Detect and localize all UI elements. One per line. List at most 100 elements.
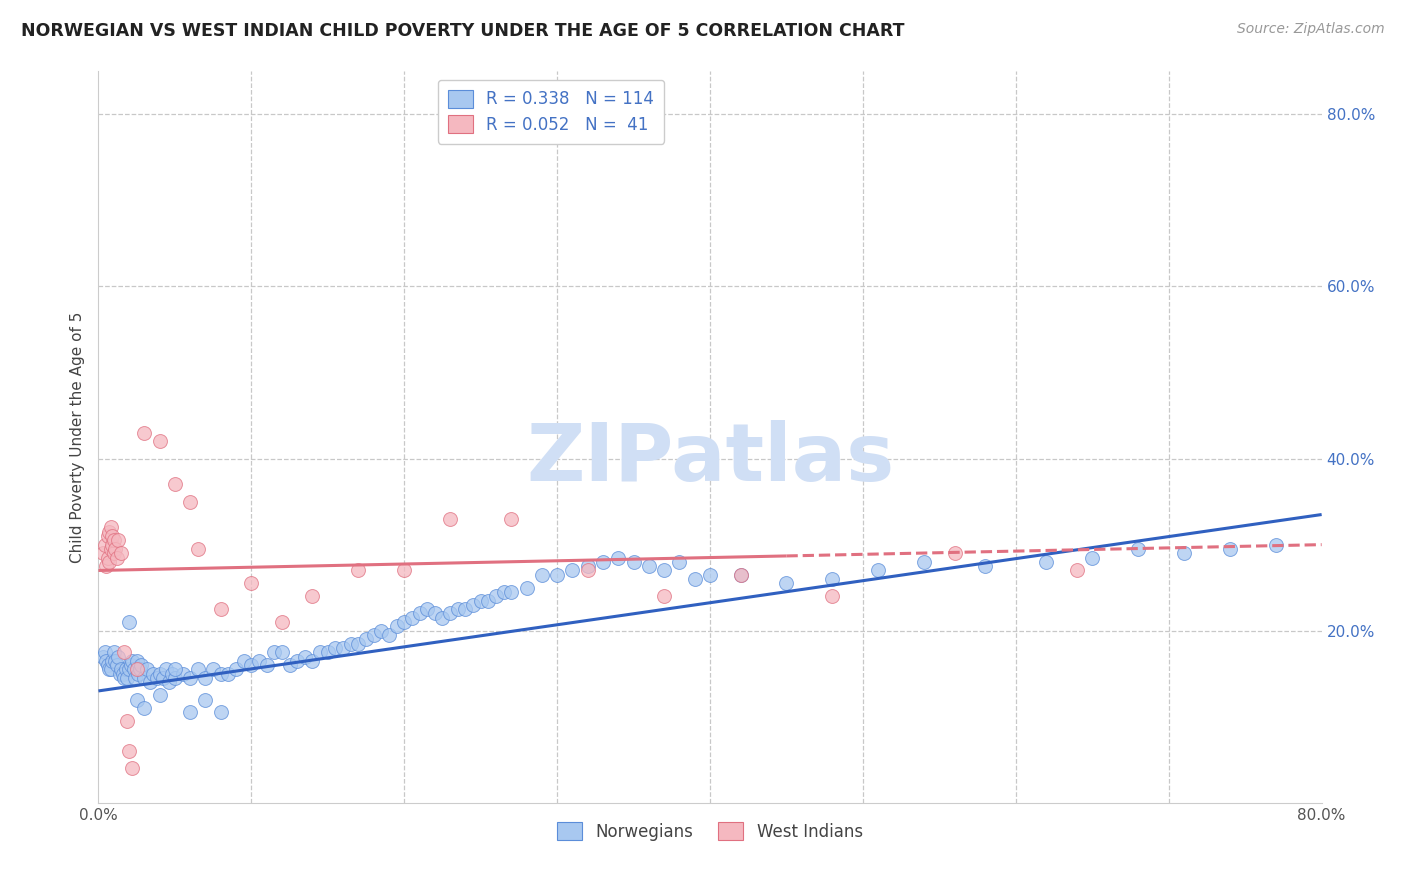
Point bbox=[194, 671, 217, 685]
Text: ZIPatlas: ZIPatlas bbox=[526, 420, 894, 498]
Point bbox=[187, 662, 209, 676]
Point bbox=[270, 615, 292, 629]
Point bbox=[683, 572, 706, 586]
Point bbox=[128, 662, 150, 676]
Point bbox=[730, 567, 752, 582]
Point bbox=[943, 546, 966, 560]
Point bbox=[209, 602, 232, 616]
Point bbox=[217, 666, 239, 681]
Point bbox=[516, 581, 538, 595]
Point bbox=[100, 520, 122, 534]
Point bbox=[101, 529, 124, 543]
Point bbox=[256, 658, 278, 673]
Point bbox=[152, 671, 174, 685]
Point bbox=[821, 589, 844, 603]
Point bbox=[112, 671, 135, 685]
Point bbox=[149, 688, 172, 702]
Point bbox=[637, 559, 661, 574]
Point bbox=[101, 654, 124, 668]
Point bbox=[477, 593, 499, 607]
Point bbox=[1219, 541, 1241, 556]
Point bbox=[111, 666, 134, 681]
Point bbox=[439, 607, 461, 621]
Point bbox=[120, 658, 142, 673]
Point bbox=[125, 692, 148, 706]
Point bbox=[270, 645, 292, 659]
Point bbox=[652, 564, 675, 578]
Point bbox=[127, 666, 149, 681]
Point bbox=[136, 662, 159, 676]
Point bbox=[125, 662, 148, 676]
Point bbox=[100, 541, 122, 556]
Point bbox=[209, 706, 232, 720]
Point bbox=[149, 434, 172, 449]
Point bbox=[93, 645, 115, 659]
Point bbox=[501, 512, 523, 526]
Y-axis label: Child Poverty Under the Age of 5: Child Poverty Under the Age of 5 bbox=[69, 311, 84, 563]
Point bbox=[103, 533, 125, 548]
Point bbox=[1173, 546, 1195, 560]
Point bbox=[107, 649, 129, 664]
Point bbox=[142, 666, 165, 681]
Point bbox=[1081, 550, 1104, 565]
Point bbox=[439, 512, 461, 526]
Point bbox=[408, 607, 430, 621]
Point bbox=[145, 671, 167, 685]
Point bbox=[163, 477, 186, 491]
Point bbox=[240, 576, 263, 591]
Point bbox=[668, 555, 690, 569]
Point bbox=[247, 654, 270, 668]
Point bbox=[97, 658, 120, 673]
Point bbox=[118, 744, 141, 758]
Point bbox=[370, 624, 392, 638]
Point bbox=[103, 645, 125, 659]
Point bbox=[107, 533, 129, 548]
Point bbox=[354, 632, 377, 647]
Point bbox=[775, 576, 797, 591]
Point bbox=[163, 671, 186, 685]
Point bbox=[149, 666, 172, 681]
Point bbox=[94, 559, 117, 574]
Point bbox=[316, 645, 339, 659]
Point bbox=[187, 541, 209, 556]
Point bbox=[98, 524, 121, 539]
Point bbox=[124, 671, 146, 685]
Point bbox=[623, 555, 645, 569]
Point bbox=[121, 761, 143, 775]
Point bbox=[592, 555, 614, 569]
Text: Source: ZipAtlas.com: Source: ZipAtlas.com bbox=[1237, 22, 1385, 37]
Point bbox=[232, 654, 254, 668]
Point bbox=[179, 671, 201, 685]
Point bbox=[160, 666, 183, 681]
Point bbox=[117, 671, 139, 685]
Point bbox=[576, 564, 599, 578]
Point bbox=[194, 692, 217, 706]
Point bbox=[378, 628, 401, 642]
Point bbox=[163, 662, 186, 676]
Point bbox=[868, 564, 890, 578]
Point bbox=[179, 706, 201, 720]
Point bbox=[108, 666, 131, 681]
Point bbox=[91, 546, 114, 560]
Point bbox=[1264, 538, 1286, 552]
Point bbox=[347, 637, 370, 651]
Point bbox=[652, 589, 675, 603]
Point bbox=[821, 572, 844, 586]
Point bbox=[129, 658, 152, 673]
Point bbox=[134, 425, 156, 440]
Point bbox=[423, 607, 446, 621]
Point bbox=[309, 645, 332, 659]
Point bbox=[104, 541, 127, 556]
Point bbox=[401, 611, 423, 625]
Point bbox=[202, 662, 225, 676]
Point bbox=[339, 637, 361, 651]
Point bbox=[115, 662, 138, 676]
Point bbox=[122, 662, 145, 676]
Point bbox=[1128, 541, 1150, 556]
Point bbox=[301, 589, 323, 603]
Point bbox=[347, 564, 370, 578]
Point bbox=[699, 567, 721, 582]
Point bbox=[546, 567, 568, 582]
Legend: Norwegians, West Indians: Norwegians, West Indians bbox=[548, 814, 872, 849]
Point bbox=[501, 585, 523, 599]
